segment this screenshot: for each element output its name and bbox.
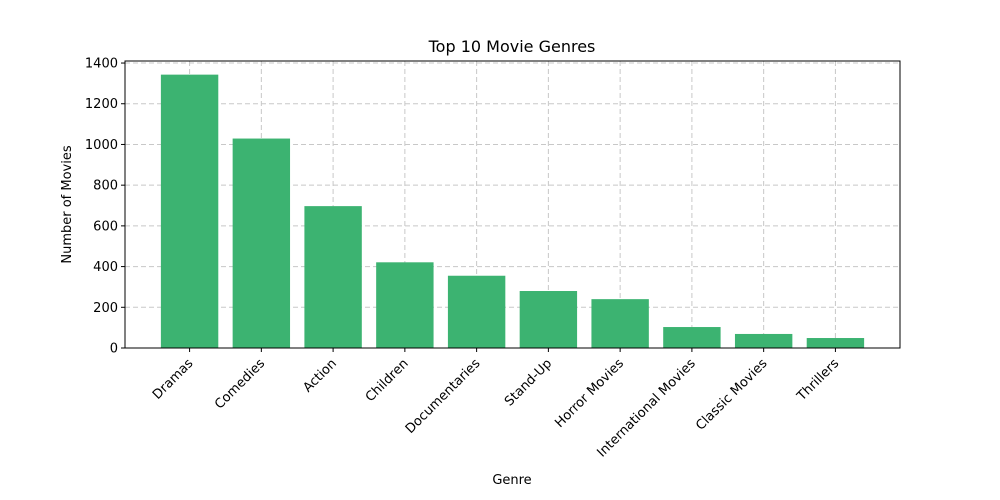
bar-dramas bbox=[160, 74, 219, 349]
bar-thrillers bbox=[806, 338, 865, 348]
bars bbox=[160, 74, 865, 349]
x-tick-label: Stand-Up bbox=[502, 356, 555, 409]
x-tick-label: Children bbox=[363, 356, 412, 405]
y-tick-label: 200 bbox=[93, 301, 118, 316]
y-tick-label: 800 bbox=[93, 179, 118, 194]
y-tick-label: 600 bbox=[93, 219, 118, 234]
x-tick-label: Action bbox=[301, 356, 340, 395]
x-tick-label: Classic Movies bbox=[693, 356, 770, 433]
bar-international-movies bbox=[663, 327, 721, 348]
y-tick-label: 1200 bbox=[85, 97, 118, 112]
y-tick-label: 1400 bbox=[85, 57, 118, 72]
y-tick-label: 1000 bbox=[85, 138, 118, 153]
bar-classic-movies bbox=[734, 333, 793, 348]
y-axis-label: Number of Movies bbox=[60, 145, 75, 263]
x-axis-label: Genre bbox=[492, 473, 531, 488]
x-tick-label: Comedies bbox=[212, 356, 268, 412]
bar-children bbox=[376, 262, 434, 348]
bar-action bbox=[304, 206, 362, 348]
y-tick-label: 400 bbox=[93, 260, 118, 275]
x-tick-label: Thrillers bbox=[794, 356, 843, 405]
bar-documentaries bbox=[447, 275, 506, 348]
y-tick-label: 0 bbox=[110, 342, 118, 357]
bar-horror-movies bbox=[591, 299, 649, 348]
plot-frame bbox=[124, 60, 901, 349]
chart-title: Top 10 Movie Genres bbox=[428, 37, 596, 56]
x-axis-ticks: Dramas Comedies Action ChildrenDocumentarie… bbox=[150, 348, 842, 460]
x-tick-label: Dramas bbox=[150, 356, 197, 403]
y-axis-ticks: 0 200 400 600 800 1000 1200 1400 bbox=[85, 57, 125, 357]
x-tick-label: Documentaries bbox=[403, 356, 484, 437]
bar-comedies bbox=[232, 138, 291, 348]
x-tick-label: Horror Movies bbox=[552, 356, 627, 431]
bar-stand-up bbox=[519, 291, 578, 348]
